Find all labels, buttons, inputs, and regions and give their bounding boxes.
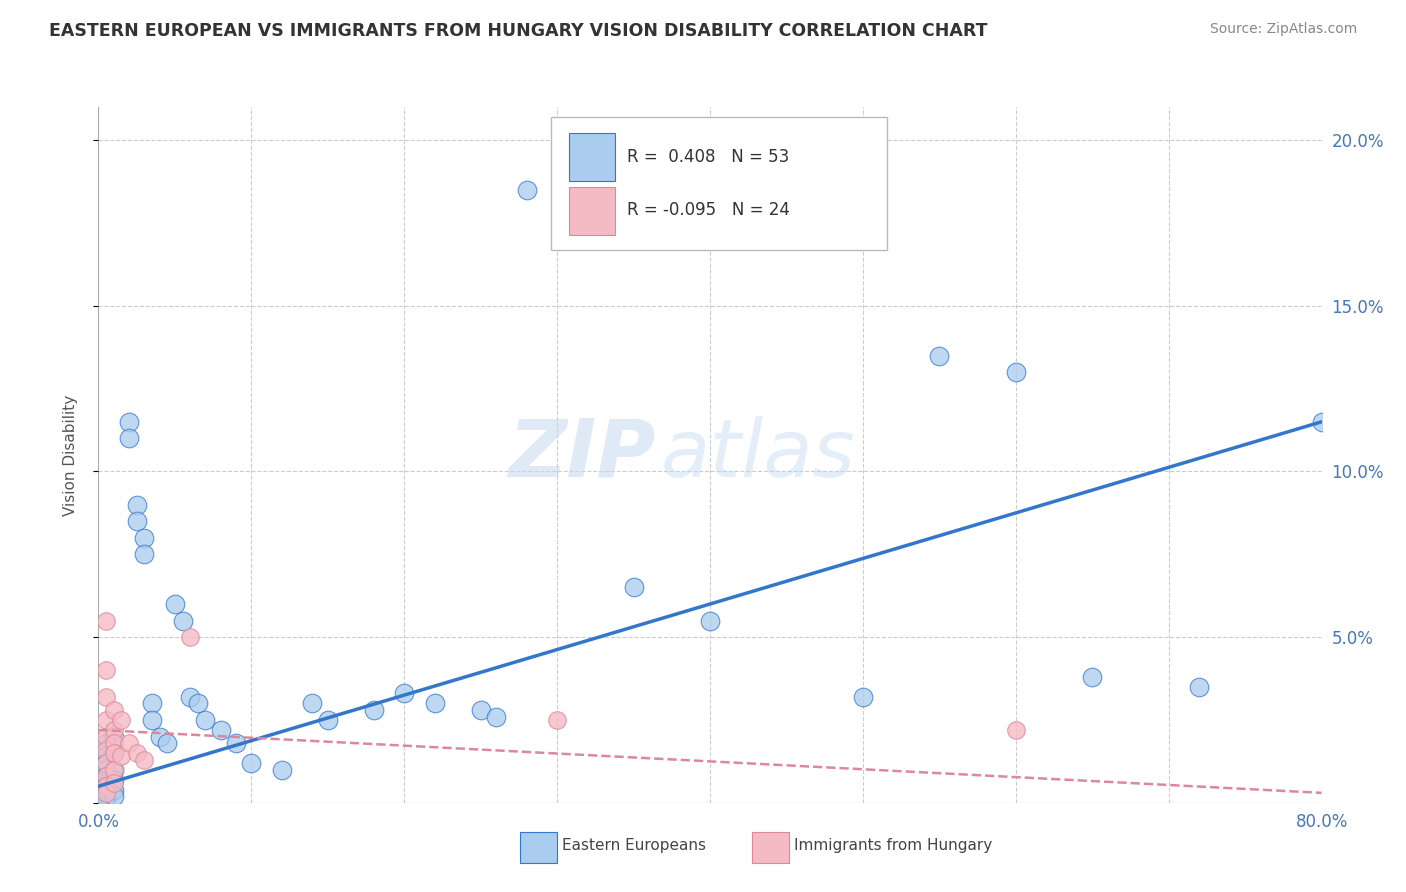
- Text: Eastern Europeans: Eastern Europeans: [562, 838, 706, 853]
- Point: [94, 736, 117, 750]
- Point: [118, 431, 141, 445]
- Point: [94, 690, 117, 704]
- Point: [149, 730, 172, 744]
- Point: [94, 789, 117, 804]
- Point: [94, 756, 117, 770]
- Point: [94, 792, 117, 806]
- Point: [240, 756, 263, 770]
- Text: R =  0.408   N = 53: R = 0.408 N = 53: [627, 148, 789, 166]
- Text: R = -0.095   N = 24: R = -0.095 N = 24: [627, 201, 790, 219]
- Point: [156, 736, 179, 750]
- Point: [103, 746, 125, 760]
- Point: [187, 697, 209, 711]
- Text: EASTERN EUROPEAN VS IMMIGRANTS FROM HUNGARY VISION DISABILITY CORRELATION CHART: EASTERN EUROPEAN VS IMMIGRANTS FROM HUNG…: [49, 22, 987, 40]
- Point: [316, 713, 339, 727]
- Point: [423, 697, 446, 711]
- Point: [94, 782, 117, 797]
- Point: [928, 349, 950, 363]
- Point: [110, 713, 132, 727]
- Point: [103, 703, 125, 717]
- Point: [125, 746, 148, 760]
- Point: [94, 614, 117, 628]
- Point: [110, 749, 132, 764]
- Point: [103, 776, 125, 790]
- Point: [179, 690, 201, 704]
- Point: [103, 746, 125, 760]
- Point: [1004, 723, 1026, 737]
- Point: [94, 776, 117, 790]
- Point: [141, 697, 163, 711]
- Point: [179, 630, 201, 644]
- Point: [94, 769, 117, 783]
- Point: [103, 763, 125, 777]
- Point: [94, 743, 117, 757]
- Point: [94, 713, 117, 727]
- Point: [103, 782, 125, 797]
- Point: [94, 772, 117, 787]
- Point: [852, 690, 875, 704]
- Point: [699, 614, 721, 628]
- Point: [94, 779, 117, 793]
- Point: [1004, 365, 1026, 379]
- Point: [134, 547, 156, 561]
- Point: [103, 723, 125, 737]
- Point: [546, 713, 568, 727]
- Point: [103, 789, 125, 804]
- FancyBboxPatch shape: [569, 187, 614, 235]
- FancyBboxPatch shape: [551, 118, 887, 250]
- Point: [516, 183, 538, 197]
- Point: [94, 769, 117, 783]
- Text: ZIP: ZIP: [508, 416, 655, 494]
- Point: [1188, 680, 1211, 694]
- Point: [103, 772, 125, 787]
- Text: Immigrants from Hungary: Immigrants from Hungary: [794, 838, 993, 853]
- Point: [392, 686, 416, 700]
- Point: [134, 753, 156, 767]
- Point: [94, 786, 117, 800]
- Point: [125, 498, 148, 512]
- Point: [94, 749, 117, 764]
- Point: [103, 730, 125, 744]
- Text: Source: ZipAtlas.com: Source: ZipAtlas.com: [1209, 22, 1357, 37]
- Point: [1081, 670, 1104, 684]
- Point: [194, 713, 217, 727]
- Point: [94, 756, 117, 770]
- Point: [470, 703, 492, 717]
- Point: [94, 786, 117, 800]
- Text: atlas: atlas: [661, 416, 856, 494]
- Point: [270, 763, 292, 777]
- Point: [94, 663, 117, 677]
- Point: [103, 763, 125, 777]
- Point: [94, 779, 117, 793]
- Point: [172, 614, 194, 628]
- Point: [163, 597, 186, 611]
- Point: [103, 736, 125, 750]
- Point: [141, 713, 163, 727]
- Point: [363, 703, 385, 717]
- Point: [134, 531, 156, 545]
- Point: [623, 581, 645, 595]
- Point: [125, 514, 148, 528]
- FancyBboxPatch shape: [569, 134, 614, 181]
- Point: [94, 763, 117, 777]
- Point: [118, 736, 141, 750]
- Point: [1310, 415, 1333, 429]
- Point: [301, 697, 323, 711]
- Point: [225, 736, 247, 750]
- Point: [118, 415, 141, 429]
- Point: [485, 709, 508, 723]
- Point: [209, 723, 232, 737]
- Point: [94, 730, 117, 744]
- Y-axis label: Vision Disability: Vision Disability: [63, 394, 77, 516]
